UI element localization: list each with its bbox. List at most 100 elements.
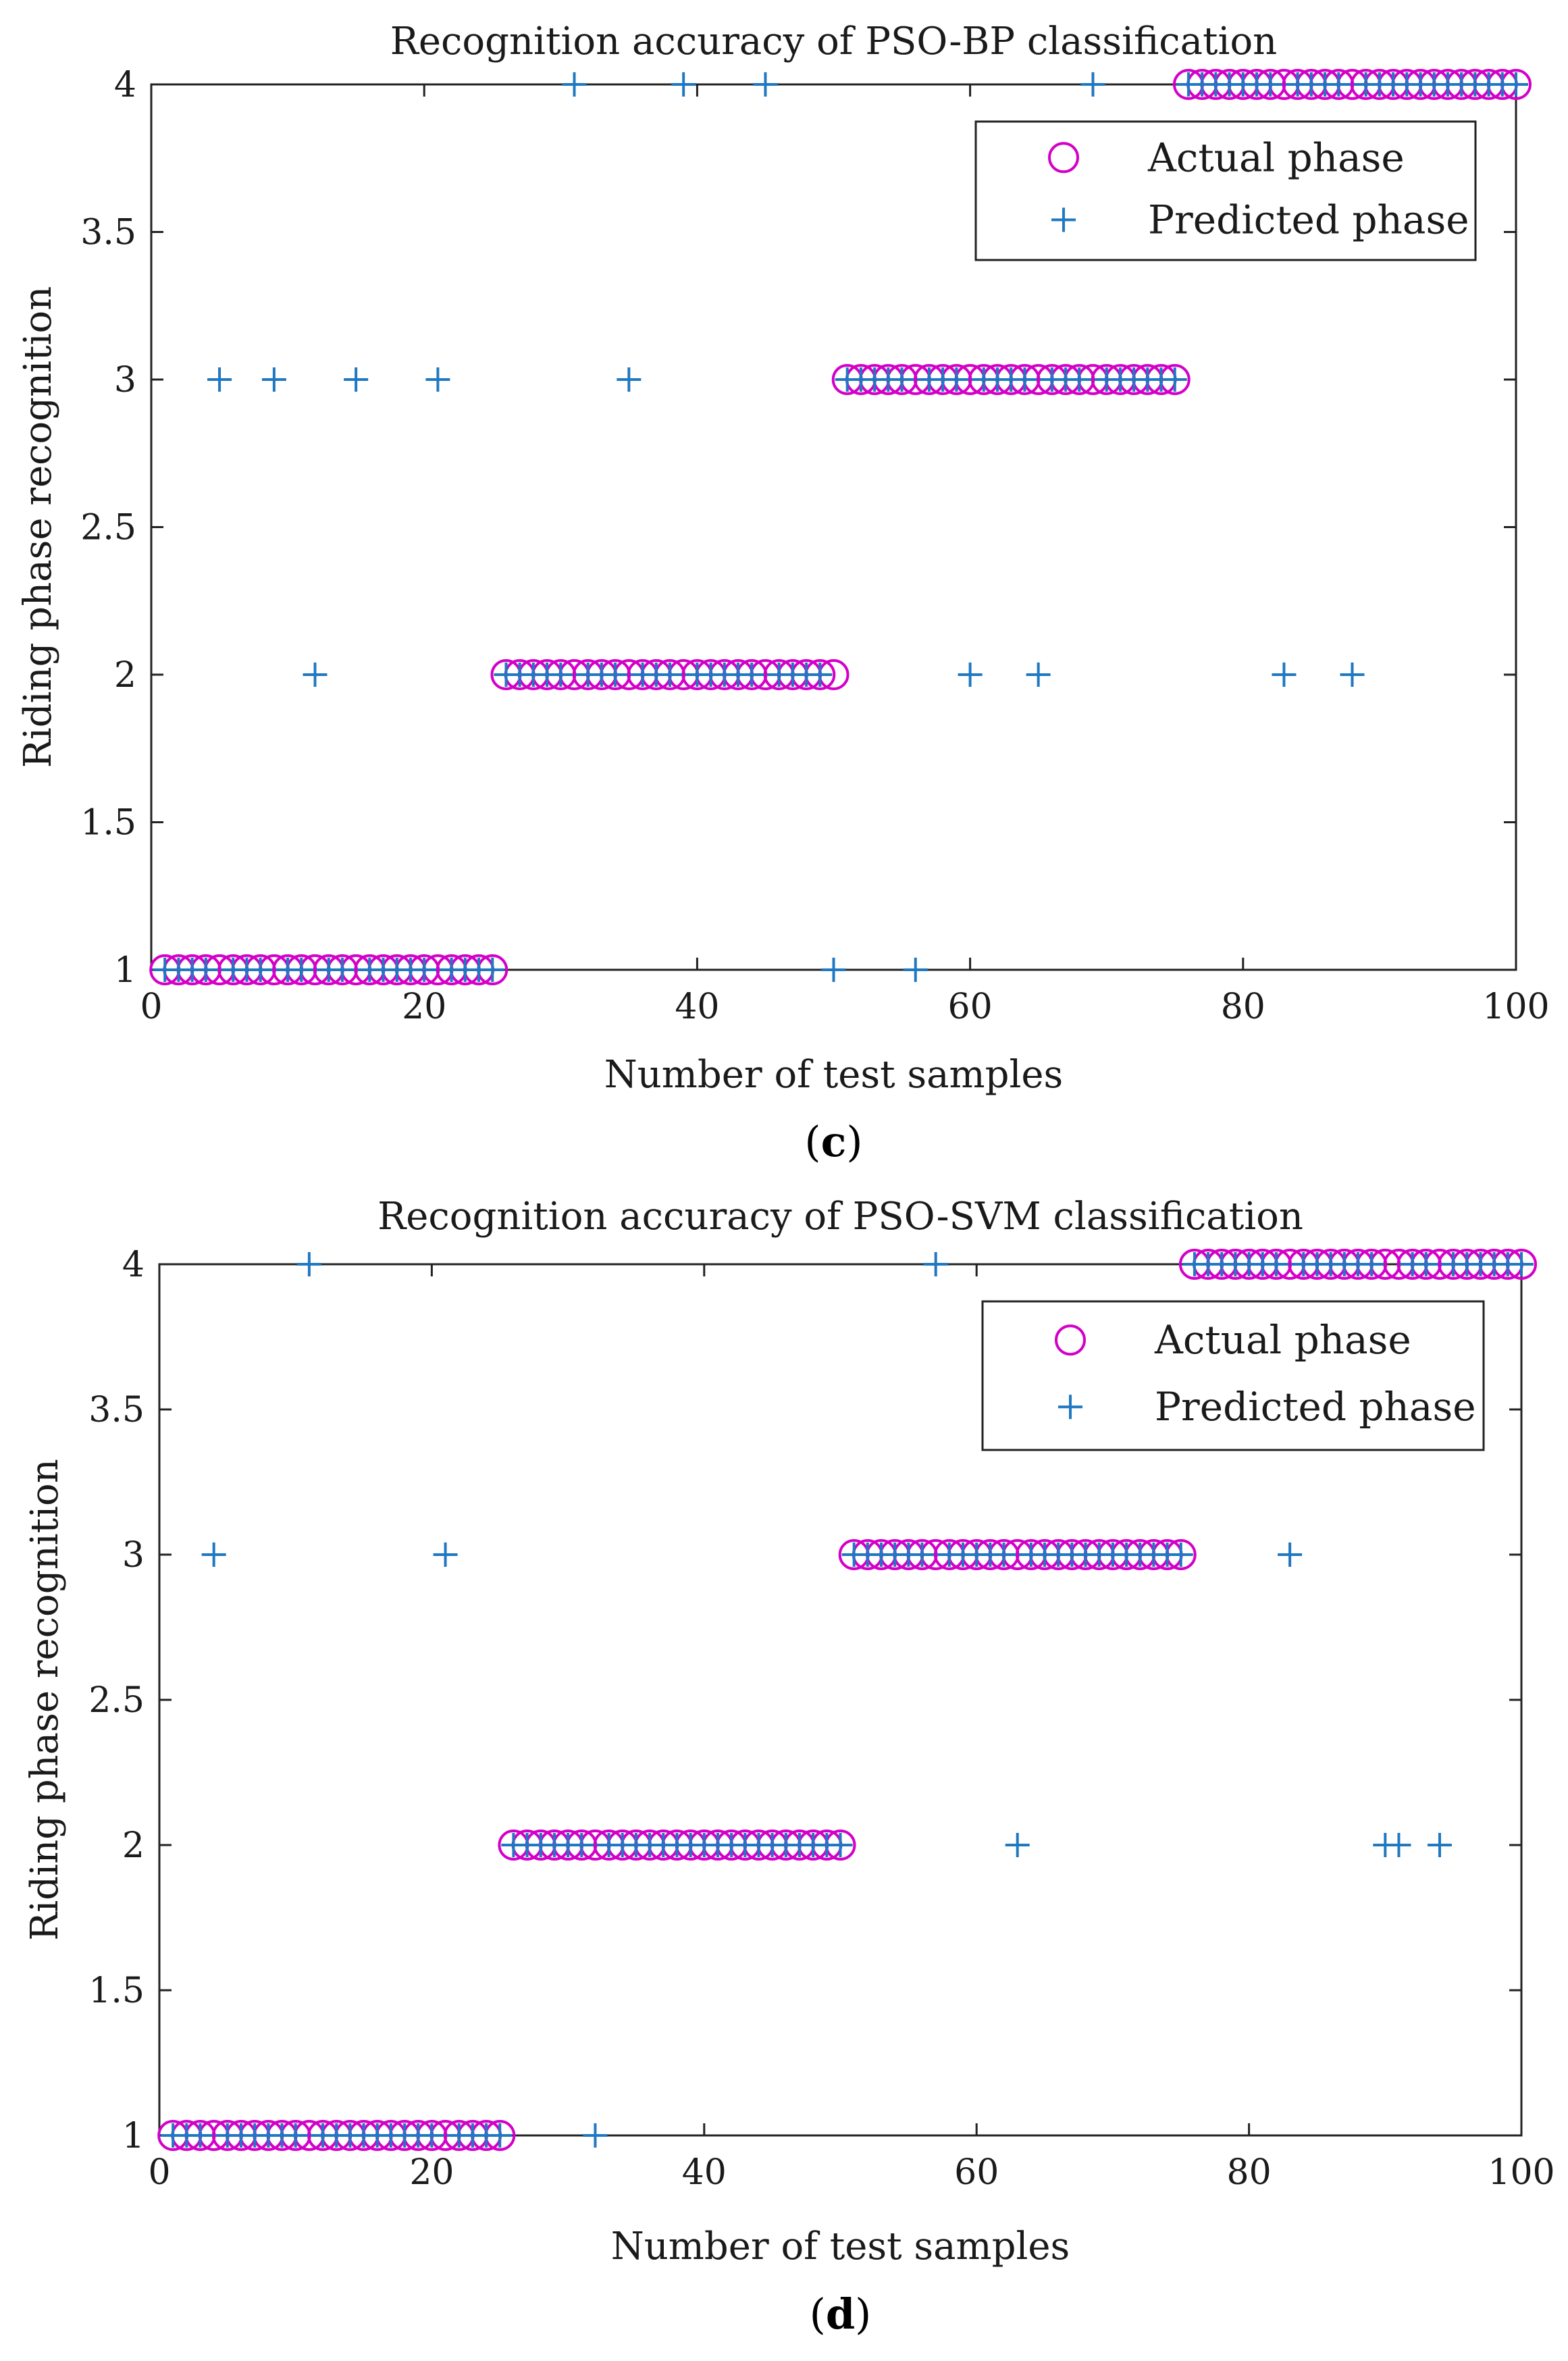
predicted-phase-point (1080, 72, 1105, 97)
predicted-phase-point (1005, 1833, 1030, 1857)
legend-circle-marker (1055, 1324, 1086, 1356)
predicted-phase-point (330, 958, 355, 982)
predicted-phase-point (828, 1833, 853, 1857)
figure-caption: (d) (810, 2289, 872, 2339)
x-tick-label: 20 (409, 2152, 454, 2193)
predicted-phase-point (1272, 663, 1297, 687)
predicted-phase-point (1012, 367, 1037, 392)
legend-entry-label: Actual phase (1147, 134, 1405, 180)
predicted-phase-point (193, 958, 218, 982)
predicted-phase-point (1278, 1542, 1303, 1567)
x-axis-label: Number of test samples (604, 1053, 1064, 1097)
predicted-phase-point (283, 2123, 308, 2148)
x-tick-label: 0 (148, 2152, 170, 2193)
x-tick-label: 100 (1482, 987, 1549, 1027)
predicted-phase-point (583, 2123, 608, 2148)
predicted-phase-point (1326, 72, 1351, 97)
x-tick-label: 100 (1488, 2152, 1554, 2193)
predicted-phase-point (201, 1542, 226, 1567)
y-tick-label: 3.5 (88, 1390, 145, 1430)
predicted-phase-point (1413, 1252, 1438, 1276)
predicted-phase-point (248, 958, 273, 982)
y-axis-label: Riding phase recognition (23, 1459, 67, 1941)
x-tick-label: 0 (140, 987, 162, 1027)
legend-plus-marker (1051, 207, 1076, 232)
chart-c: Recognition accuracy of PSO-BP classific… (16, 20, 1550, 1166)
figure-caption: (c) (804, 1117, 862, 1166)
x-tick-label: 60 (948, 987, 993, 1027)
predicted-phase-point (425, 367, 450, 392)
x-tick-label: 80 (1221, 987, 1265, 1027)
predicted-phase-point (991, 1542, 1016, 1567)
y-tick-label: 1 (122, 2116, 145, 2156)
y-tick-label: 3.5 (80, 213, 136, 253)
predicted-phase-point (488, 2123, 513, 2148)
x-axis-label: Number of test samples (611, 2225, 1070, 2268)
predicted-phase-point (944, 367, 969, 392)
predicted-phase-point (296, 1252, 321, 1276)
predicted-phase-point (821, 958, 846, 982)
x-tick-label: 40 (675, 987, 719, 1027)
x-tick-label: 60 (954, 2152, 999, 2193)
predicted-phase-point (303, 663, 328, 687)
y-tick-label: 3 (122, 1535, 145, 1576)
predicted-phase-point (569, 1833, 594, 1857)
y-tick-label: 4 (114, 65, 136, 105)
predicted-phase-point (1504, 72, 1528, 97)
predicted-phase-point (1026, 663, 1051, 687)
predicted-phase-point (1067, 367, 1092, 392)
y-tick-label: 1.5 (88, 1971, 145, 2011)
legend-plus-marker (1058, 1395, 1082, 1420)
predicted-phase-point (188, 2123, 213, 2148)
predicted-phase-point (1386, 1833, 1411, 1857)
legend-circle-marker (1048, 142, 1079, 174)
predicted-phase-point (548, 663, 573, 687)
predicted-phase-point (657, 663, 682, 687)
y-tick-label: 4 (122, 1245, 145, 1285)
predicted-phase-point (739, 663, 764, 687)
predicted-phase-point (617, 367, 642, 392)
y-tick-label: 2 (114, 655, 136, 696)
x-tick-label: 20 (402, 987, 446, 1027)
predicted-phase-point (1359, 1252, 1384, 1276)
series-predicted-phase (153, 72, 1528, 982)
chart-d: Recognition accuracy of PSO-SVM classifi… (23, 1195, 1555, 2339)
predicted-phase-point (1509, 1252, 1534, 1276)
chart-title: Recognition accuracy of PSO-SVM classifi… (377, 1195, 1303, 1239)
predicted-phase-point (603, 663, 628, 687)
legend-entry-label: Actual phase (1154, 1317, 1411, 1363)
predicted-phase-point (903, 958, 928, 982)
chart-title: Recognition accuracy of PSO-BP classific… (390, 20, 1277, 63)
legend-entry-label: Predicted phase (1148, 197, 1469, 243)
y-tick-label: 2.5 (80, 508, 136, 548)
legend: Actual phase Predicted phase (974, 120, 1477, 261)
legend-entry-label: Predicted phase (1155, 1384, 1476, 1430)
predicted-phase-point (1162, 367, 1187, 392)
predicted-phase-point (889, 367, 914, 392)
predicted-phase-point (753, 72, 778, 97)
predicted-phase-point (207, 367, 232, 392)
predicted-phase-point (412, 958, 437, 982)
predicted-phase-point (419, 2123, 444, 2148)
predicted-phase-point (261, 367, 286, 392)
predicted-phase-point (562, 72, 587, 97)
y-tick-label: 1 (114, 950, 136, 991)
x-tick-label: 80 (1227, 2152, 1272, 2193)
y-tick-label: 3 (114, 360, 136, 400)
predicted-phase-point (1168, 1542, 1193, 1567)
series-predicted-phase (161, 1252, 1534, 2148)
predicted-phase-point (808, 663, 833, 687)
x-tick-label: 40 (682, 2152, 727, 2193)
predicted-phase-point (958, 663, 983, 687)
legend: Actual phase Predicted phase (981, 1300, 1485, 1451)
y-tick-label: 2.5 (88, 1680, 145, 1721)
predicted-phase-point (1263, 1252, 1288, 1276)
predicted-phase-point (1427, 1833, 1452, 1857)
predicted-phase-point (480, 958, 505, 982)
predicted-phase-point (671, 72, 696, 97)
predicted-phase-point (344, 367, 369, 392)
predicted-phase-point (1258, 72, 1283, 97)
y-axis-label: Riding phase recognition (16, 286, 60, 769)
predicted-phase-point (433, 1542, 458, 1567)
